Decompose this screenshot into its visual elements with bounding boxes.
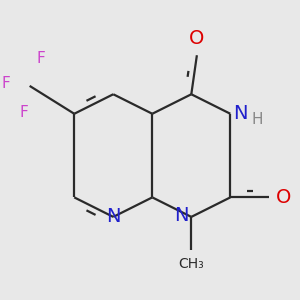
Text: O: O [276, 188, 292, 207]
Text: H: H [251, 112, 263, 127]
Text: N: N [174, 206, 188, 225]
Text: F: F [20, 105, 28, 120]
Text: F: F [2, 76, 10, 91]
Text: N: N [233, 104, 247, 123]
Text: N: N [106, 207, 121, 226]
Text: F: F [36, 51, 45, 66]
Text: O: O [189, 29, 205, 48]
Text: CH₃: CH₃ [178, 257, 204, 271]
